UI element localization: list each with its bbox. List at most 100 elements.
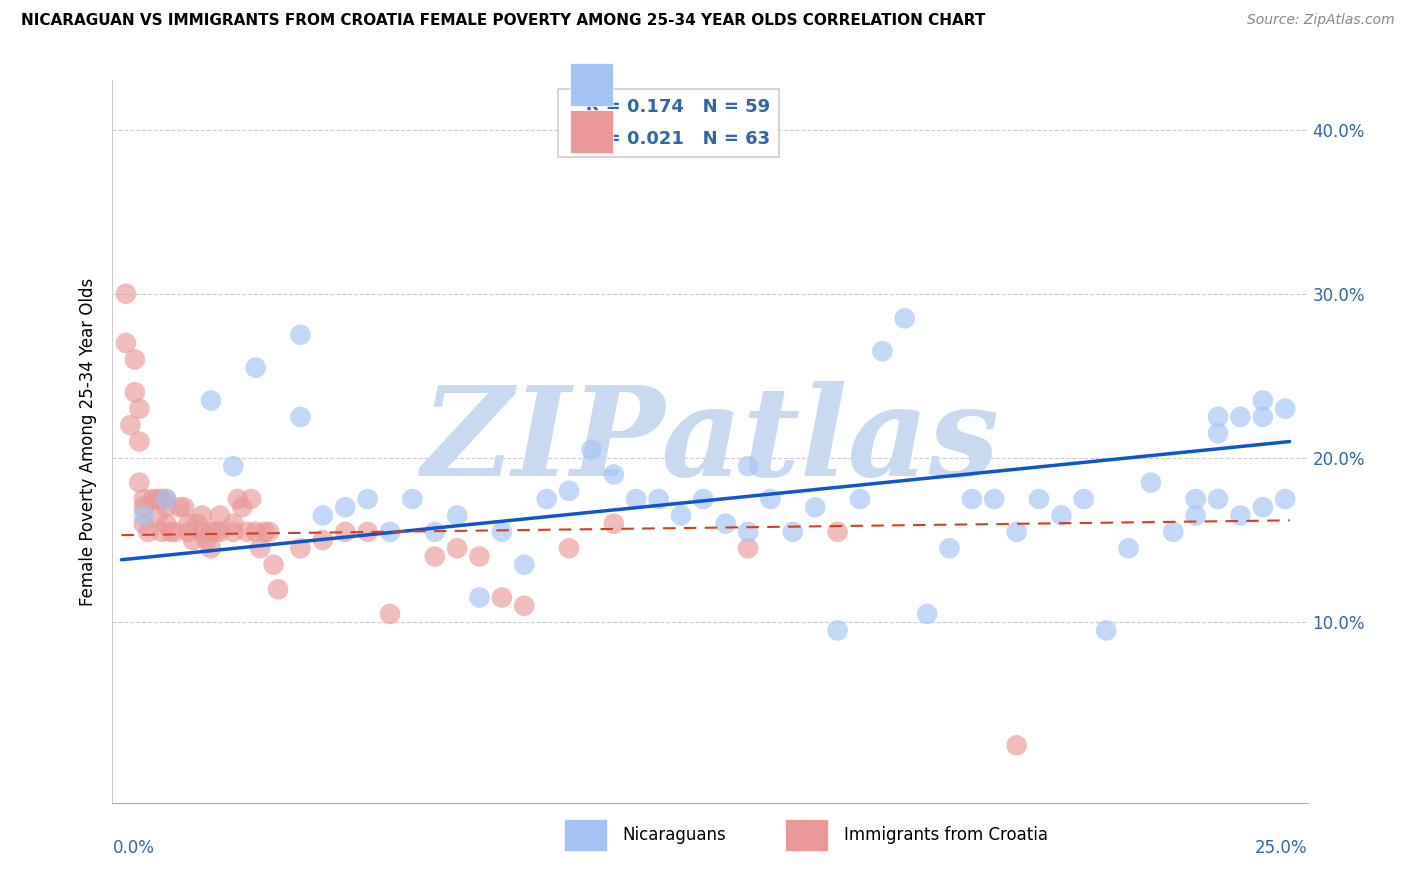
Point bbox=[1229, 508, 1251, 523]
Point bbox=[1161, 524, 1184, 539]
Point bbox=[558, 541, 581, 556]
Point bbox=[1206, 426, 1229, 441]
Point bbox=[200, 524, 222, 539]
Point bbox=[312, 533, 335, 547]
Point bbox=[222, 516, 245, 531]
Point bbox=[150, 524, 173, 539]
Point bbox=[200, 541, 222, 556]
Point bbox=[983, 491, 1005, 506]
Point bbox=[146, 491, 169, 506]
Point bbox=[737, 459, 759, 474]
Point bbox=[1050, 508, 1073, 523]
Point bbox=[938, 541, 960, 556]
Point bbox=[513, 599, 536, 613]
Point bbox=[290, 409, 312, 424]
Point bbox=[804, 500, 827, 515]
Point bbox=[491, 591, 513, 605]
Point bbox=[191, 524, 214, 539]
Point bbox=[1095, 624, 1118, 638]
Point bbox=[132, 500, 155, 515]
Point bbox=[195, 533, 218, 547]
Point bbox=[222, 459, 245, 474]
Point bbox=[253, 524, 276, 539]
Point bbox=[1251, 393, 1274, 408]
Point bbox=[759, 491, 782, 506]
Point bbox=[169, 500, 191, 515]
Point bbox=[208, 524, 231, 539]
Point bbox=[423, 524, 446, 539]
Point bbox=[446, 541, 468, 556]
Point bbox=[136, 524, 159, 539]
Point bbox=[893, 311, 915, 326]
Point bbox=[1184, 508, 1206, 523]
Point bbox=[181, 533, 204, 547]
Point bbox=[177, 524, 200, 539]
Point bbox=[1206, 491, 1229, 506]
Point bbox=[581, 442, 603, 457]
Point bbox=[150, 491, 173, 506]
Point bbox=[335, 500, 357, 515]
Point bbox=[146, 508, 169, 523]
Point bbox=[257, 524, 280, 539]
Point bbox=[226, 491, 249, 506]
FancyBboxPatch shape bbox=[571, 63, 613, 105]
Point bbox=[240, 491, 263, 506]
Point bbox=[714, 516, 737, 531]
Point bbox=[378, 524, 401, 539]
Point bbox=[132, 516, 155, 531]
Point bbox=[872, 344, 894, 359]
Point bbox=[647, 491, 669, 506]
Point bbox=[1274, 401, 1296, 416]
Point bbox=[290, 541, 312, 556]
Text: Nicaraguans: Nicaraguans bbox=[623, 826, 727, 844]
Point bbox=[1184, 491, 1206, 506]
FancyBboxPatch shape bbox=[564, 819, 607, 851]
Point bbox=[159, 524, 181, 539]
Point bbox=[191, 508, 214, 523]
Text: 25.0%: 25.0% bbox=[1256, 838, 1308, 857]
Y-axis label: Female Poverty Among 25-34 Year Olds: Female Poverty Among 25-34 Year Olds bbox=[79, 277, 97, 606]
Point bbox=[558, 483, 581, 498]
Point bbox=[423, 549, 446, 564]
Point bbox=[177, 516, 200, 531]
Point bbox=[737, 524, 759, 539]
Point bbox=[827, 624, 849, 638]
Point bbox=[155, 491, 177, 506]
Point bbox=[1206, 409, 1229, 424]
Point bbox=[115, 336, 138, 351]
Point bbox=[200, 393, 222, 408]
Point bbox=[155, 500, 177, 515]
Point bbox=[603, 467, 626, 482]
Point bbox=[312, 508, 335, 523]
Point bbox=[960, 491, 983, 506]
Point bbox=[186, 516, 208, 531]
FancyBboxPatch shape bbox=[571, 110, 613, 153]
Point bbox=[356, 524, 378, 539]
Point bbox=[263, 558, 285, 572]
Point bbox=[1251, 500, 1274, 515]
Point bbox=[155, 491, 177, 506]
FancyBboxPatch shape bbox=[786, 819, 828, 851]
Point bbox=[267, 582, 290, 597]
Point bbox=[1005, 524, 1028, 539]
Point bbox=[446, 508, 468, 523]
Text: Immigrants from Croatia: Immigrants from Croatia bbox=[844, 826, 1047, 844]
Text: NICARAGUAN VS IMMIGRANTS FROM CROATIA FEMALE POVERTY AMONG 25-34 YEAR OLDS CORRE: NICARAGUAN VS IMMIGRANTS FROM CROATIA FE… bbox=[21, 13, 986, 29]
Point bbox=[915, 607, 938, 621]
Point bbox=[231, 500, 253, 515]
Point bbox=[245, 524, 267, 539]
Point bbox=[782, 524, 804, 539]
Point bbox=[1274, 491, 1296, 506]
Point bbox=[132, 491, 155, 506]
Point bbox=[204, 524, 226, 539]
Point bbox=[208, 508, 231, 523]
Point bbox=[245, 360, 267, 375]
Point bbox=[173, 500, 195, 515]
Point bbox=[378, 607, 401, 621]
Point bbox=[491, 524, 513, 539]
Point bbox=[1140, 475, 1163, 490]
Point bbox=[249, 541, 271, 556]
Point bbox=[132, 508, 155, 523]
Point bbox=[128, 401, 150, 416]
Point bbox=[120, 418, 142, 433]
